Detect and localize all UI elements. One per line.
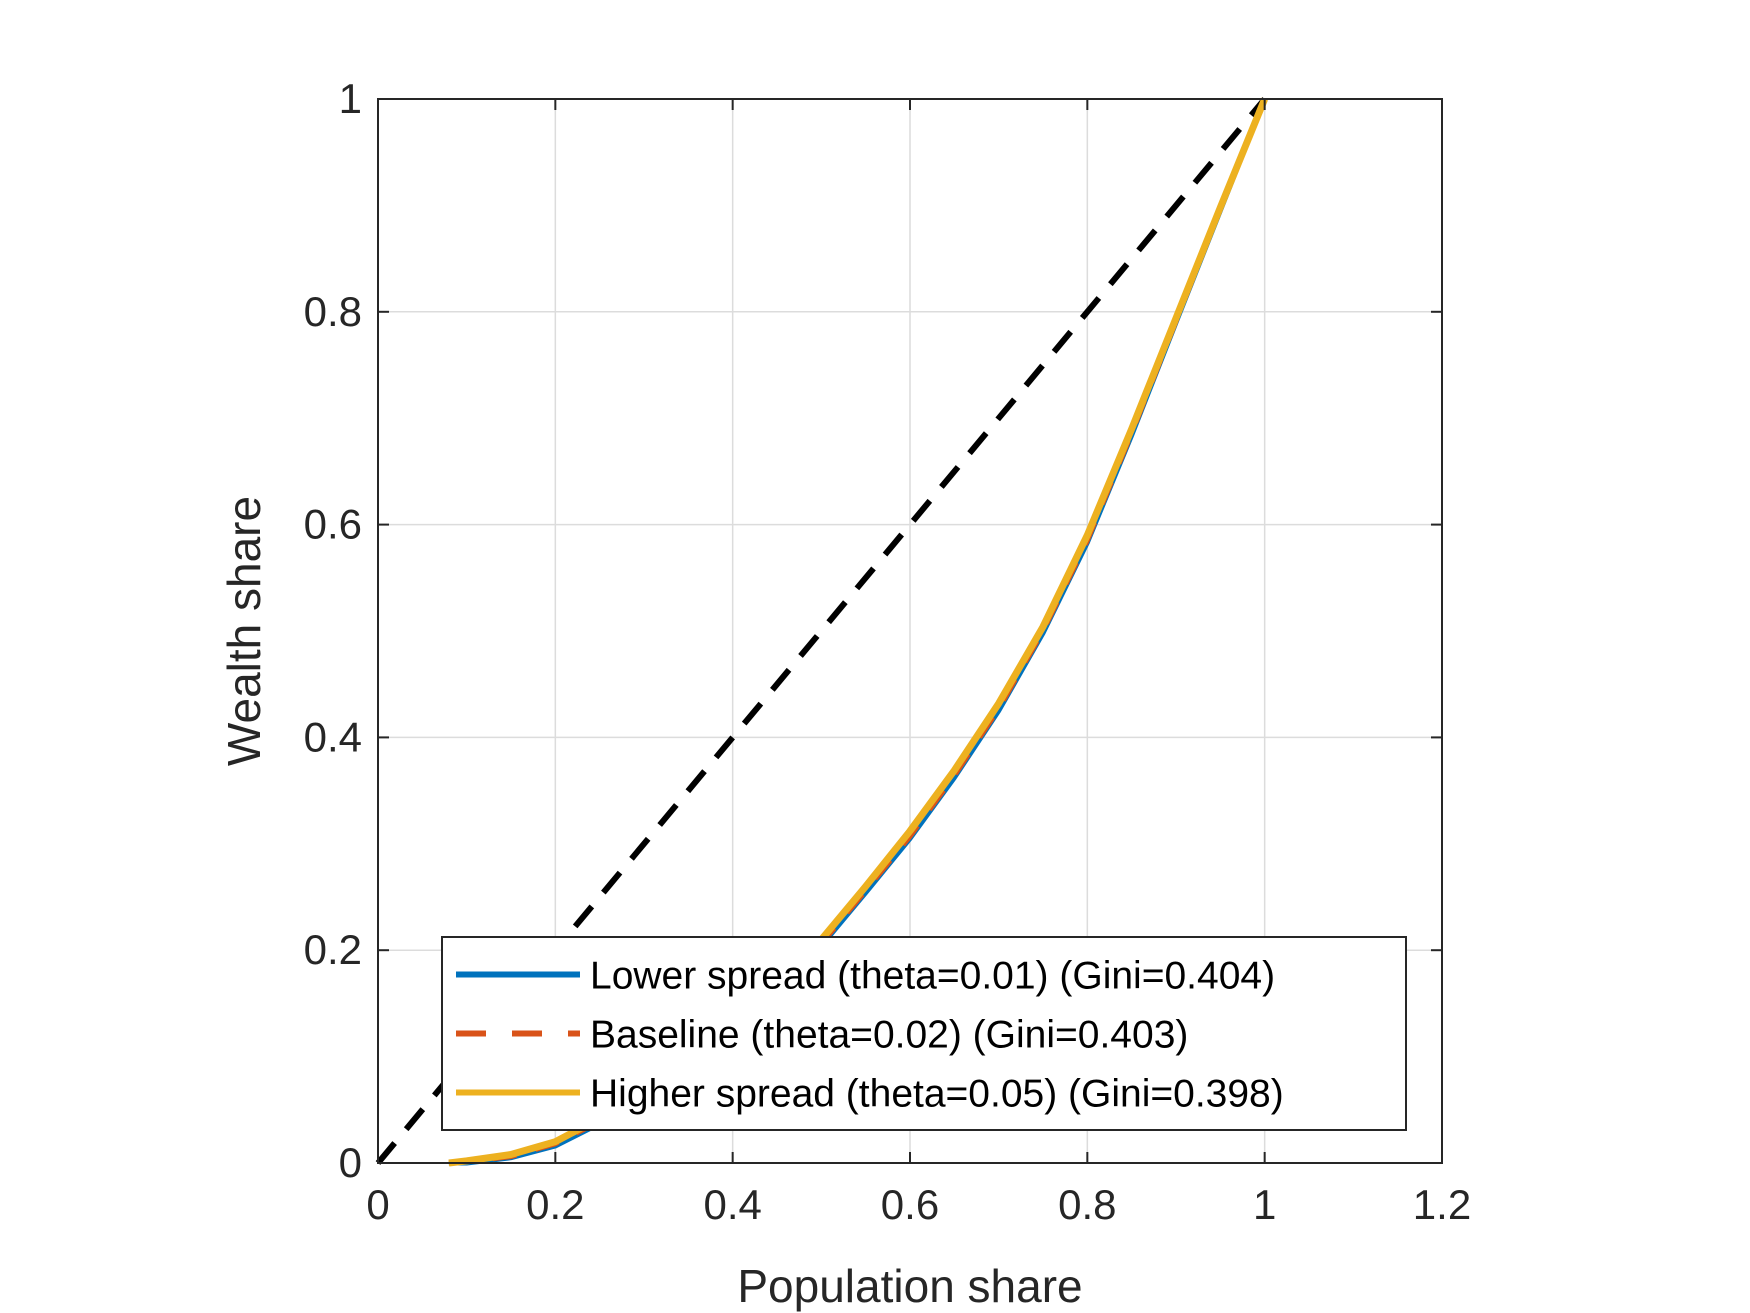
- x-axis-label: Population share: [737, 1260, 1082, 1312]
- x-tick-label: 1: [1253, 1181, 1276, 1228]
- x-tick-label: 0.6: [881, 1181, 939, 1228]
- y-tick-label: 0: [339, 1139, 362, 1186]
- x-tick-label: 0.8: [1058, 1181, 1116, 1228]
- legend: Lower spread (theta=0.01) (Gini=0.404) Ba…: [441, 936, 1407, 1131]
- legend-label: Baseline (theta=0.02) (Gini=0.403): [590, 1014, 1188, 1057]
- y-axis-label: Wealth share: [218, 496, 270, 766]
- tick-layer: 0 0.2 0.4 0.6 0.8 1 1.2 0 0.2 0.4 0.6 0.8 1: [304, 75, 1472, 1228]
- x-tick-label: 1.2: [1413, 1181, 1471, 1228]
- series-line-2: [448, 97, 1268, 1167]
- y-tick-label: 0.6: [304, 501, 362, 548]
- x-tick-label: 0.2: [526, 1181, 584, 1228]
- legend-label: Higher spread (theta=0.05) (Gini=0.398): [590, 1073, 1284, 1116]
- y-tick-label: 1: [339, 75, 362, 122]
- legend-label: Lower spread (theta=0.01) (Gini=0.404): [590, 955, 1275, 998]
- x-tick-label: 0.4: [703, 1181, 761, 1228]
- y-tick-label: 0.2: [304, 926, 362, 973]
- x-tick-label: 0: [366, 1181, 389, 1228]
- legend-box: [441, 936, 1407, 1131]
- y-tick-label: 0.8: [304, 288, 362, 335]
- y-tick-label: 0.4: [304, 713, 362, 760]
